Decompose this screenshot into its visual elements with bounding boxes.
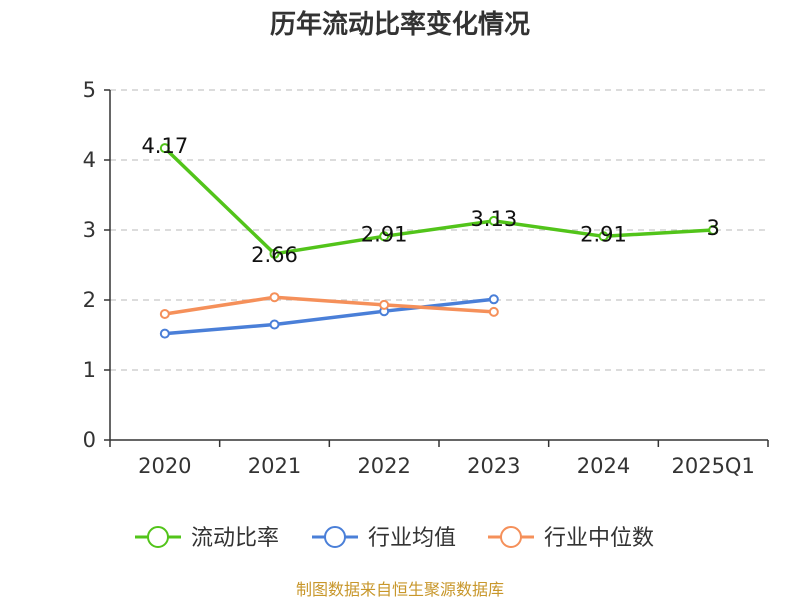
data-point[interactable] — [159, 143, 170, 154]
legend[interactable]: 流动比率 行业均值 行业中位数 — [135, 526, 654, 551]
y-tick-label: 3 — [83, 218, 96, 242]
legend-marker — [147, 526, 169, 548]
data-point[interactable] — [269, 319, 280, 330]
legend-item-2[interactable]: 行业中位数 — [488, 526, 654, 551]
legend-item-1[interactable]: 行业均值 — [312, 526, 456, 551]
data-point[interactable] — [488, 306, 499, 317]
legend-label: 行业均值 — [368, 526, 456, 551]
data-point[interactable] — [598, 231, 609, 242]
series-group — [159, 143, 719, 339]
data-label: 2.66 — [251, 243, 298, 267]
data-label: 4.17 — [141, 134, 188, 158]
x-tick-label: 2025Q1 — [671, 454, 754, 478]
legend-label: 流动比率 — [191, 526, 279, 551]
x-tick-label: 2024 — [577, 454, 630, 478]
data-point[interactable] — [708, 225, 719, 235]
data-point[interactable] — [159, 309, 170, 319]
legend-item-0[interactable]: 流动比率 — [135, 526, 279, 551]
data-label: 2.91 — [361, 222, 408, 246]
source-note: 制图数据来自恒生聚源数据库 — [296, 580, 504, 599]
series-line-1 — [164, 297, 495, 336]
data-label: 3.13 — [470, 207, 517, 231]
y-tick-label: 2 — [83, 288, 96, 312]
y-tick-label: 4 — [83, 148, 96, 172]
y-tick-label: 1 — [83, 358, 96, 382]
series-line-2 — [164, 295, 494, 316]
data-label: 3 — [706, 216, 719, 240]
legend-marker — [500, 526, 522, 548]
x-tick-label: 2020 — [138, 454, 191, 478]
x-tick-label: 2023 — [467, 454, 520, 478]
data-point[interactable] — [269, 248, 280, 259]
data-point[interactable] — [488, 294, 499, 305]
axes: 0 1 2 3 4 5 2020 2021 2022 2023 2024 2025Q1 — [83, 78, 769, 478]
x-tick-label: 2022 — [357, 454, 410, 478]
legend-marker — [324, 526, 346, 548]
data-point[interactable] — [379, 299, 390, 310]
data-point[interactable] — [159, 328, 170, 339]
data-point[interactable] — [269, 292, 280, 303]
y-tick-label: 0 — [83, 428, 96, 452]
x-tick-label: 2021 — [248, 454, 301, 478]
data-point[interactable] — [488, 215, 499, 226]
series-line-0 — [163, 146, 714, 256]
chart-title: 历年流动比率变化情况 — [270, 9, 530, 40]
y-tick-label: 5 — [83, 78, 96, 102]
legend-label: 行业中位数 — [544, 526, 654, 551]
data-labels: 4.17 2.66 2.91 3.13 2.91 3 — [141, 134, 719, 267]
data-point[interactable] — [379, 231, 390, 242]
data-label: 2.91 — [580, 222, 627, 246]
